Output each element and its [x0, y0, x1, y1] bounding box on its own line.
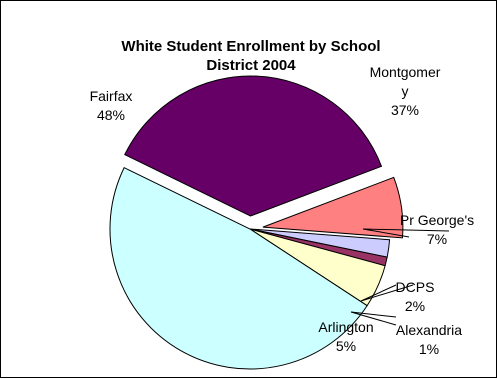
- leader-line-dcps: [360, 284, 414, 302]
- slice-label-montgomery: Montgomer: [370, 64, 441, 80]
- leader-line-alexandria: [350, 311, 397, 326]
- pie-slice-fairfax: [109, 166, 368, 370]
- pie-slices: [109, 75, 404, 370]
- slice-percent-pr-george-s: 7%: [427, 231, 447, 247]
- leader-lines: [350, 228, 450, 326]
- slice-percent-montgomery: 37%: [391, 102, 419, 118]
- slice-label-dcps: DCPS: [396, 279, 435, 295]
- leader-line-pr-george-s: [362, 228, 450, 238]
- slice-percent-fairfax: 48%: [97, 107, 125, 123]
- slice-percent-dcps: 2%: [405, 298, 425, 314]
- slice-label-arlington: Arlington: [318, 319, 373, 335]
- slice-percent-arlington: 5%: [336, 338, 356, 354]
- slice-label-pr-george-s: Pr George's: [400, 212, 474, 228]
- slice-labels: Montgomer y 37% Pr George's 7% DCPS 2% Alexandr…: [90, 64, 475, 357]
- slice-label-montgomery: y: [402, 83, 409, 99]
- slice-label-alexandria: Alexandria: [396, 322, 462, 338]
- slice-label-fairfax: Fairfax: [90, 88, 133, 104]
- chart-title-line-2: District 2004: [206, 57, 296, 74]
- chart-title-line-1: White Student Enrollment by School: [121, 38, 380, 55]
- pie-slice-pr-george-s: [262, 176, 404, 239]
- pie-slice-montgomery: [124, 75, 383, 217]
- slice-percent-alexandria: 1%: [419, 341, 439, 357]
